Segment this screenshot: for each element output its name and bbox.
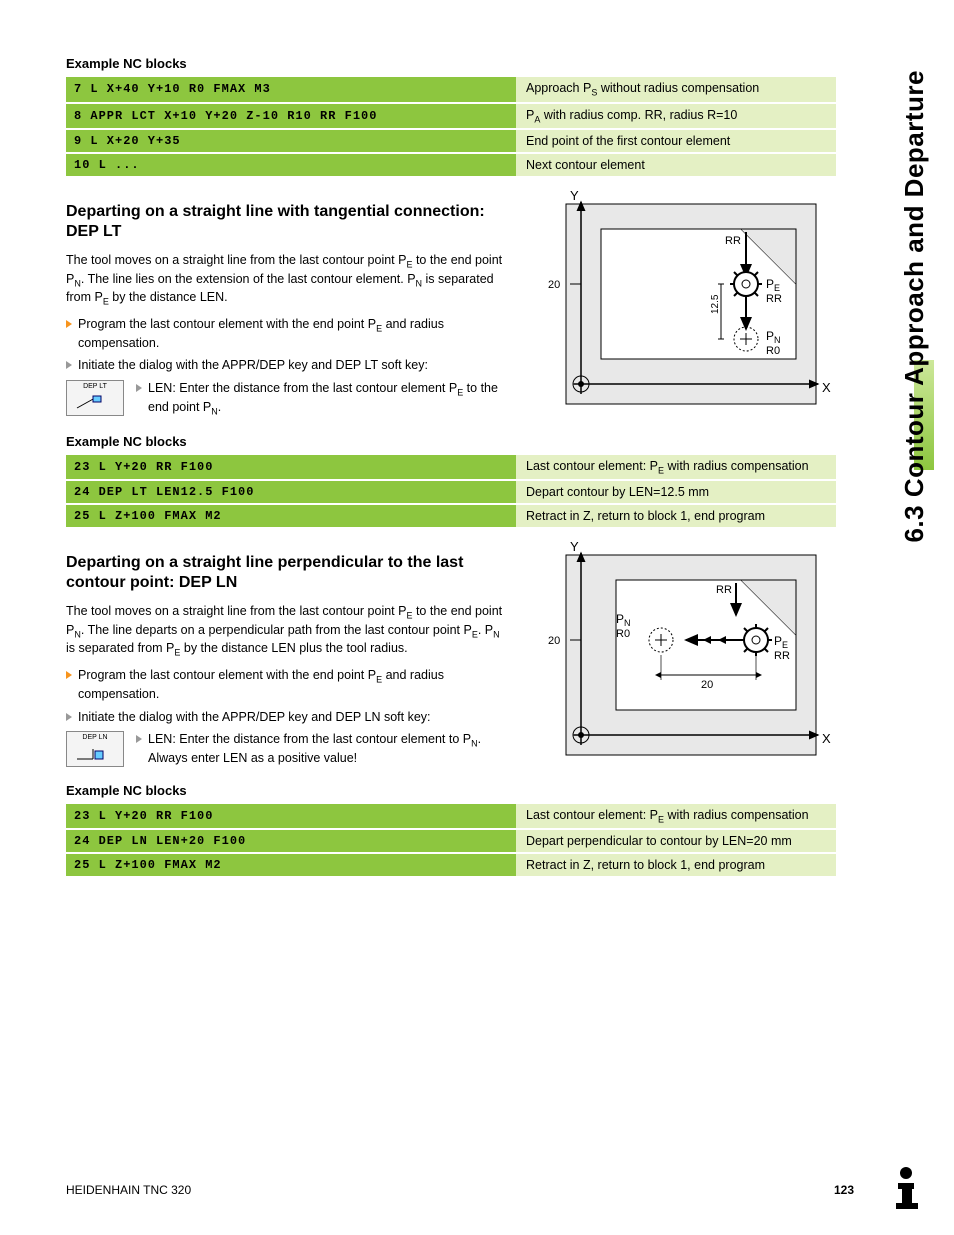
svg-text:20: 20 bbox=[548, 279, 560, 291]
nc-desc-cell: Last contour element: PE with radius com… bbox=[516, 455, 836, 481]
diagram-dep-ln: Y X RR bbox=[526, 535, 836, 780]
svg-text:RR: RR bbox=[716, 584, 732, 596]
nc-code-cell: 24 DEP LN LEN+20 F100 bbox=[66, 829, 516, 853]
nc-code-cell: 23 L Y+20 RR F100 bbox=[66, 804, 516, 830]
svg-text:X: X bbox=[822, 731, 831, 746]
nc-desc-cell: Depart contour by LEN=12.5 mm bbox=[516, 480, 836, 504]
nc-table-1: 7 L X+40 Y+10 R0 FMAX M3Approach PS with… bbox=[66, 77, 836, 176]
bullet-icon bbox=[66, 361, 72, 369]
svg-text:20: 20 bbox=[548, 635, 560, 647]
softkey-label: DEP LT bbox=[83, 383, 107, 390]
nc-table-3: 23 L Y+20 RR F100Last contour element: P… bbox=[66, 804, 836, 877]
table-row: 7 L X+40 Y+10 R0 FMAX M3Approach PS with… bbox=[66, 77, 836, 103]
nc-code-cell: 8 APPR LCT X+10 Y+20 Z-10 R10 RR F100 bbox=[66, 103, 516, 130]
nc-desc-cell: End point of the first contour element bbox=[516, 129, 836, 153]
footer-product: HEIDENHAIN TNC 320 bbox=[66, 1183, 191, 1197]
table-row: 23 L Y+20 RR F100Last contour element: P… bbox=[66, 455, 836, 481]
softkey-dep-ln-icon bbox=[73, 745, 117, 763]
bullet-icon bbox=[66, 671, 72, 679]
section-heading-dep-ln: Departing on a straight line perpendicul… bbox=[66, 553, 506, 593]
bullet-icon bbox=[136, 384, 142, 392]
nc-desc-cell: Last contour element: PE with radius com… bbox=[516, 804, 836, 830]
section1-bullet-2: Initiate the dialog with the APPR/DEP ke… bbox=[66, 357, 506, 374]
section2-bullet-2: Initiate the dialog with the APPR/DEP ke… bbox=[66, 709, 506, 726]
bullet-icon bbox=[136, 735, 142, 743]
svg-text:RR: RR bbox=[725, 235, 741, 247]
nc-table-2: 23 L Y+20 RR F100Last contour element: P… bbox=[66, 455, 836, 528]
bullet-icon bbox=[66, 713, 72, 721]
table-row: 9 L X+20 Y+35End point of the first cont… bbox=[66, 129, 836, 153]
svg-text:RR: RR bbox=[774, 650, 790, 662]
svg-text:20: 20 bbox=[701, 679, 713, 691]
example-blocks-title-3: Example NC blocks bbox=[66, 783, 836, 798]
page-footer: HEIDENHAIN TNC 320 123 bbox=[66, 1183, 854, 1197]
table-row: 8 APPR LCT X+10 Y+20 Z-10 R10 RR F100PA … bbox=[66, 103, 836, 130]
table-row: 10 L ...Next contour element bbox=[66, 153, 836, 176]
section1-len-desc: LEN: Enter the distance from the last co… bbox=[136, 380, 506, 417]
softkey-dep-ln[interactable]: DEP LN bbox=[66, 731, 124, 767]
svg-text:RR: RR bbox=[766, 293, 782, 305]
section2-len-desc: LEN: Enter the distance from the last co… bbox=[136, 731, 506, 767]
nc-desc-cell: Retract in Z, return to block 1, end pro… bbox=[516, 853, 836, 876]
info-icon bbox=[882, 1163, 930, 1211]
svg-text:X: X bbox=[822, 380, 831, 395]
section1-para: The tool moves on a straight line from t… bbox=[66, 252, 506, 308]
nc-desc-cell: Depart perpendicular to contour by LEN=2… bbox=[516, 829, 836, 853]
section2-bullet-1: Program the last contour element with th… bbox=[66, 667, 506, 703]
table-row: 24 DEP LN LEN+20 F100Depart perpendicula… bbox=[66, 829, 836, 853]
table-row: 25 L Z+100 FMAX M2Retract in Z, return t… bbox=[66, 853, 836, 876]
nc-code-cell: 7 L X+40 Y+10 R0 FMAX M3 bbox=[66, 77, 516, 103]
svg-text:Y: Y bbox=[570, 188, 579, 203]
svg-text:Y: Y bbox=[570, 539, 579, 554]
nc-desc-cell: PA with radius comp. RR, radius R=10 bbox=[516, 103, 836, 130]
nc-code-cell: 10 L ... bbox=[66, 153, 516, 176]
svg-text:12.5: 12.5 bbox=[710, 294, 721, 314]
softkey-dep-lt[interactable]: DEP LT bbox=[66, 380, 124, 416]
page-number: 123 bbox=[834, 1183, 854, 1197]
softkey-label: DEP LN bbox=[82, 734, 107, 741]
example-blocks-title-1: Example NC blocks bbox=[66, 56, 836, 71]
nc-code-cell: 9 L X+20 Y+35 bbox=[66, 129, 516, 153]
table-row: 24 DEP LT LEN12.5 F100Depart contour by … bbox=[66, 480, 836, 504]
bullet-icon bbox=[66, 320, 72, 328]
nc-code-cell: 25 L Z+100 FMAX M2 bbox=[66, 504, 516, 527]
nc-code-cell: 25 L Z+100 FMAX M2 bbox=[66, 853, 516, 876]
nc-desc-cell: Approach PS without radius compensation bbox=[516, 77, 836, 103]
svg-text:R0: R0 bbox=[766, 345, 780, 357]
table-row: 23 L Y+20 RR F100Last contour element: P… bbox=[66, 804, 836, 830]
nc-code-cell: 23 L Y+20 RR F100 bbox=[66, 455, 516, 481]
nc-desc-cell: Retract in Z, return to block 1, end pro… bbox=[516, 504, 836, 527]
example-blocks-title-2: Example NC blocks bbox=[66, 434, 836, 449]
diagram-dep-lt: Y X RR bbox=[526, 184, 836, 429]
table-row: 25 L Z+100 FMAX M2Retract in Z, return t… bbox=[66, 504, 836, 527]
section1-bullet-1: Program the last contour element with th… bbox=[66, 316, 506, 352]
nc-desc-cell: Next contour element bbox=[516, 153, 836, 176]
page-content: Example NC blocks 7 L X+40 Y+10 R0 FMAX … bbox=[0, 0, 954, 876]
svg-text:R0: R0 bbox=[616, 628, 630, 640]
nc-code-cell: 24 DEP LT LEN12.5 F100 bbox=[66, 480, 516, 504]
section2-para: The tool moves on a straight line from t… bbox=[66, 603, 506, 659]
softkey-dep-lt-icon bbox=[73, 394, 117, 412]
section-heading-dep-lt: Departing on a straight line with tangen… bbox=[66, 202, 506, 242]
